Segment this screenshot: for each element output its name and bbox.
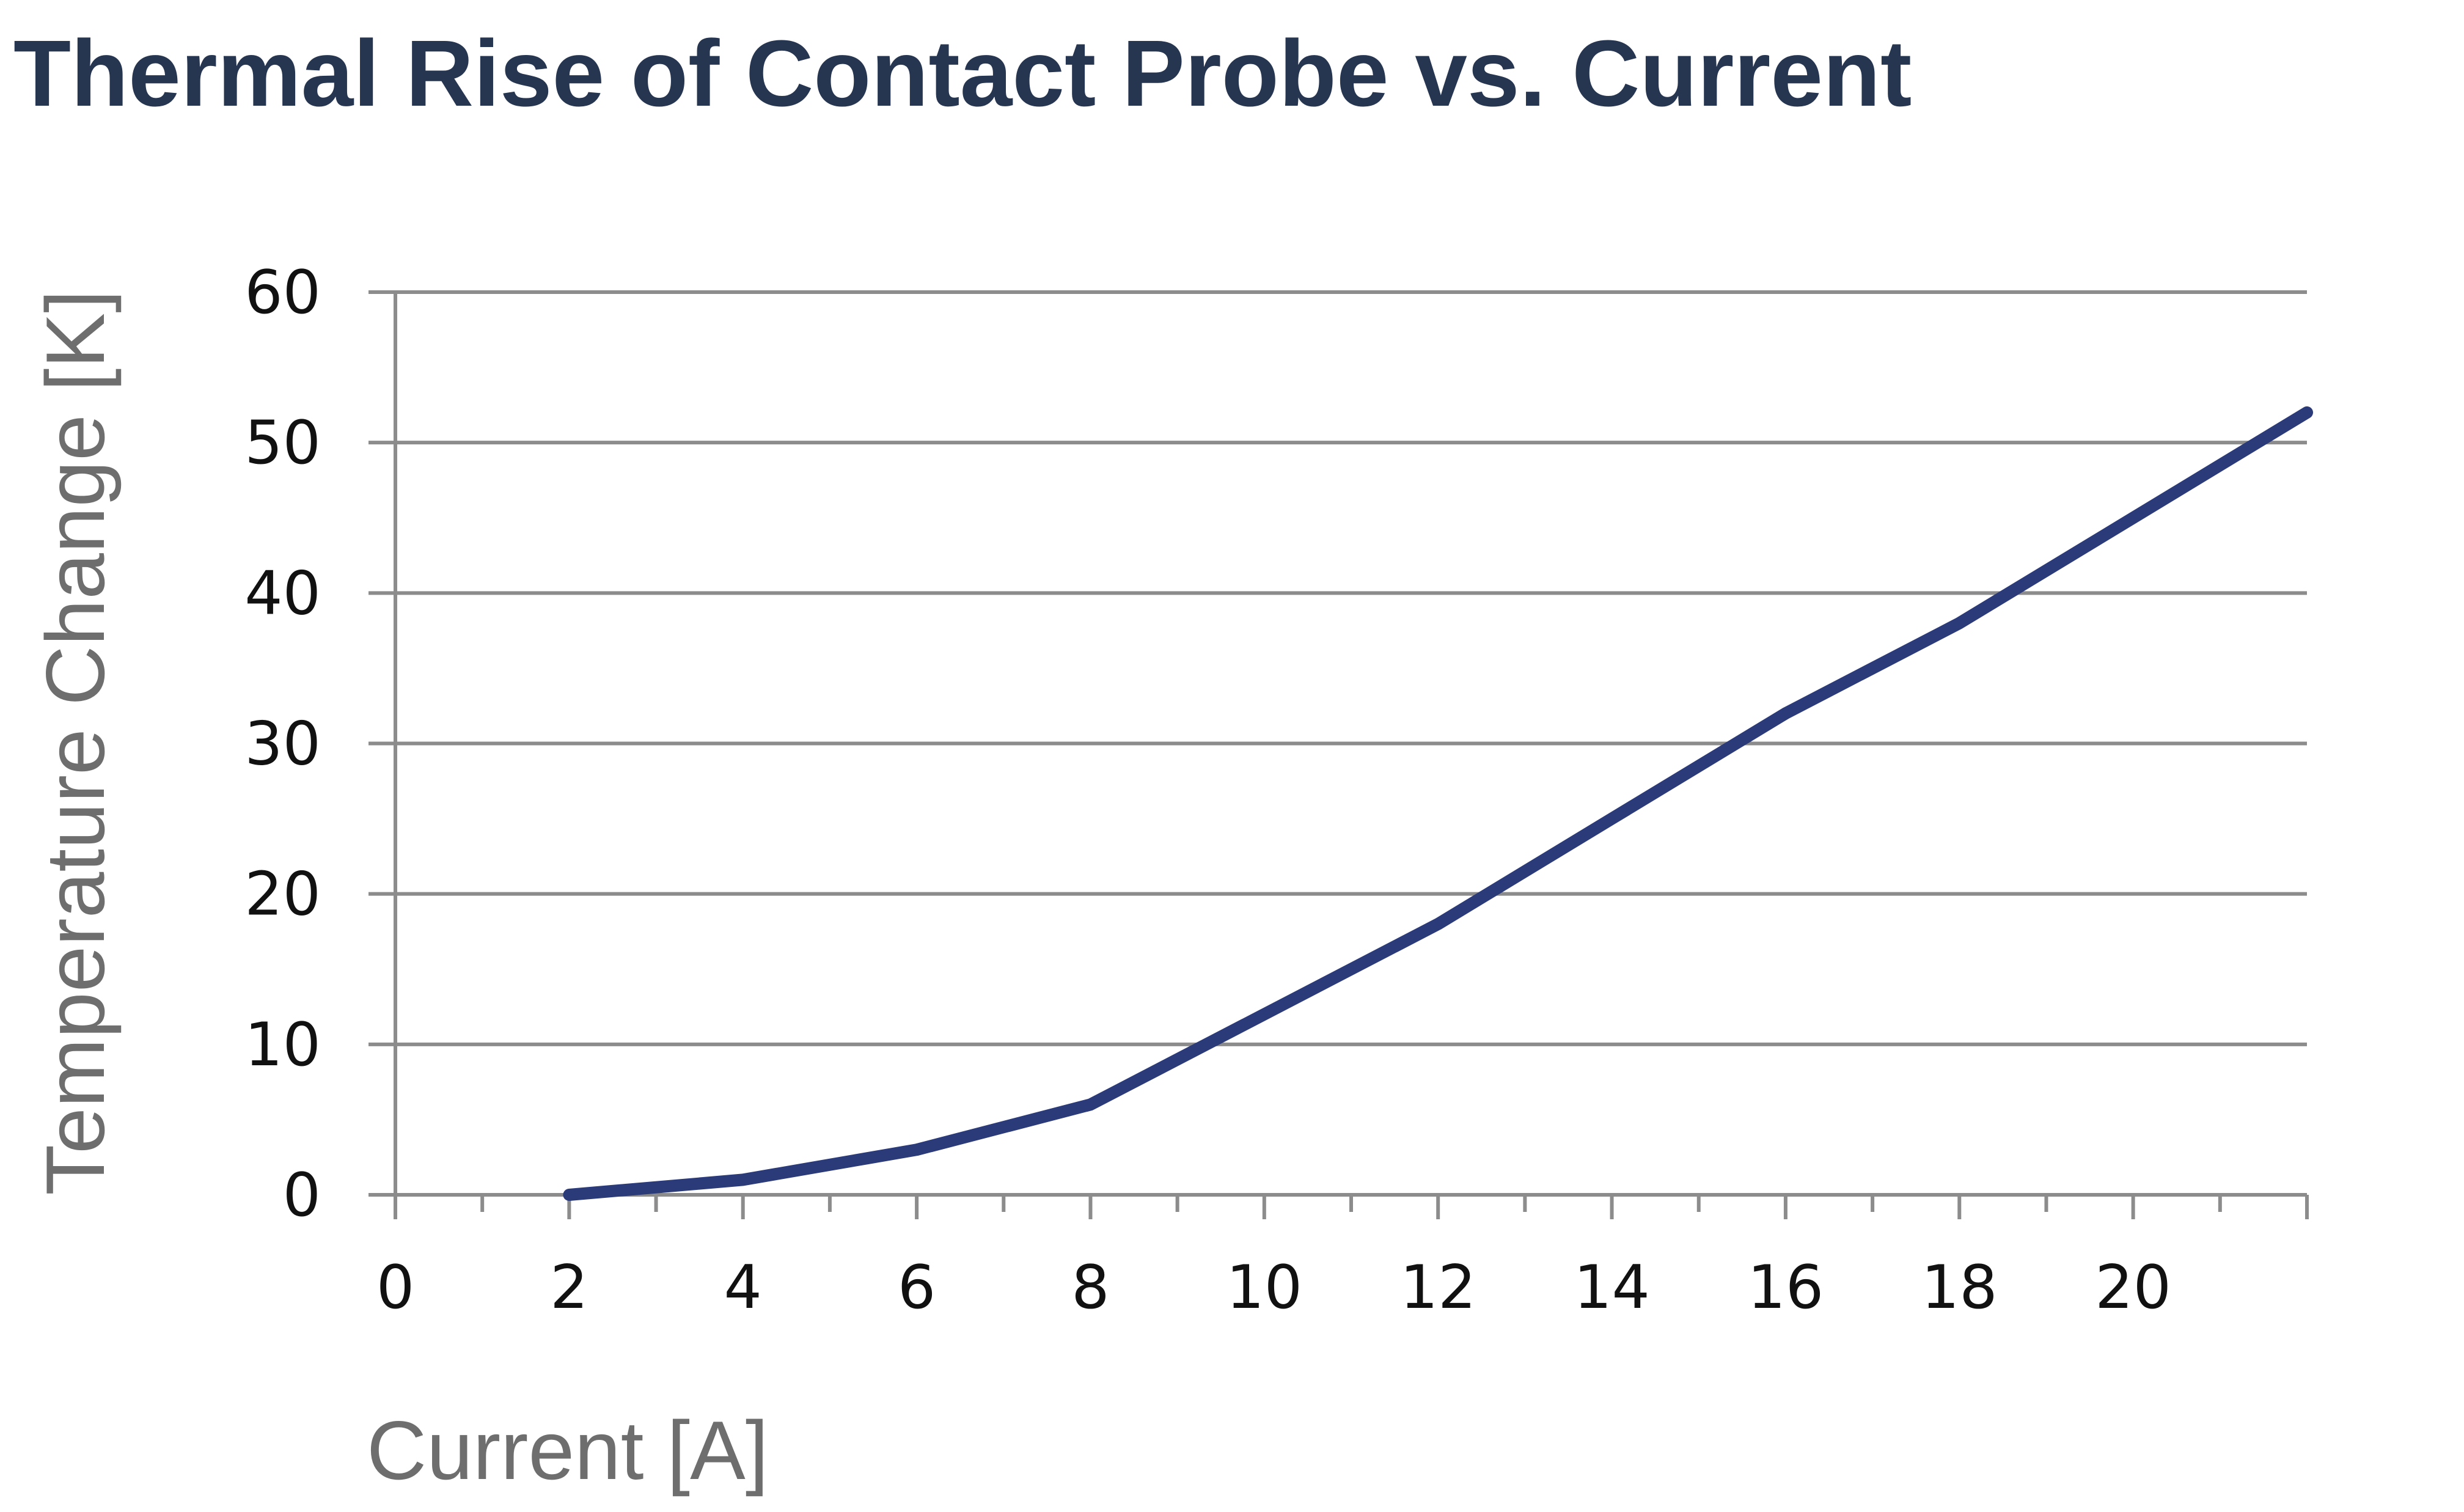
y-tick-label-0: 0: [283, 1161, 321, 1230]
y-tick-label-10: 10: [244, 1010, 321, 1080]
x-tick-label-12: 12: [1400, 1253, 1476, 1323]
x-tick-label-0: 0: [376, 1253, 414, 1323]
x-tick-label-6: 6: [898, 1253, 936, 1323]
x-tick-label-20: 20: [2095, 1253, 2171, 1323]
axes: [394, 292, 2309, 1219]
y-axis-tick-labels: 0 10 20 30 40 50 60: [244, 258, 321, 1230]
x-tick-label-18: 18: [1921, 1253, 1998, 1323]
data-point-1-7: [1785, 713, 1786, 714]
x-tick-label-16: 16: [1748, 1253, 1824, 1323]
data-point-1-5: [1438, 923, 1439, 924]
x-axis-tick-labels: 0 2 4 6 8 10 12 14 16 18 20: [376, 1253, 2171, 1323]
y-tick-label-20: 20: [244, 860, 321, 930]
y-tick-label-50: 50: [244, 408, 321, 478]
x-tick-label-10: 10: [1226, 1253, 1302, 1323]
series-line-1: [563, 406, 2313, 1201]
gridlines: [369, 290, 2307, 1197]
data-point-1-3: [1090, 1104, 1091, 1105]
x-tick-label-14: 14: [1574, 1253, 1650, 1323]
x-tick-label-2: 2: [550, 1253, 588, 1323]
x-tick-label-8: 8: [1071, 1253, 1109, 1323]
data-point-1-10: [2307, 412, 2308, 413]
x-axis-title: Current [A]: [367, 1404, 769, 1497]
y-tick-label-60: 60: [244, 258, 321, 328]
x-tick-label-4: 4: [724, 1253, 762, 1323]
y-axis-title: Temperature Change [K]: [29, 290, 122, 1195]
y-tick-label-40: 40: [244, 559, 321, 628]
y-tick-label-30: 30: [244, 710, 321, 779]
chart-title: Thermal Rise of Contact Probe vs. Curren…: [13, 21, 1912, 126]
data-series: [563, 406, 2313, 1201]
